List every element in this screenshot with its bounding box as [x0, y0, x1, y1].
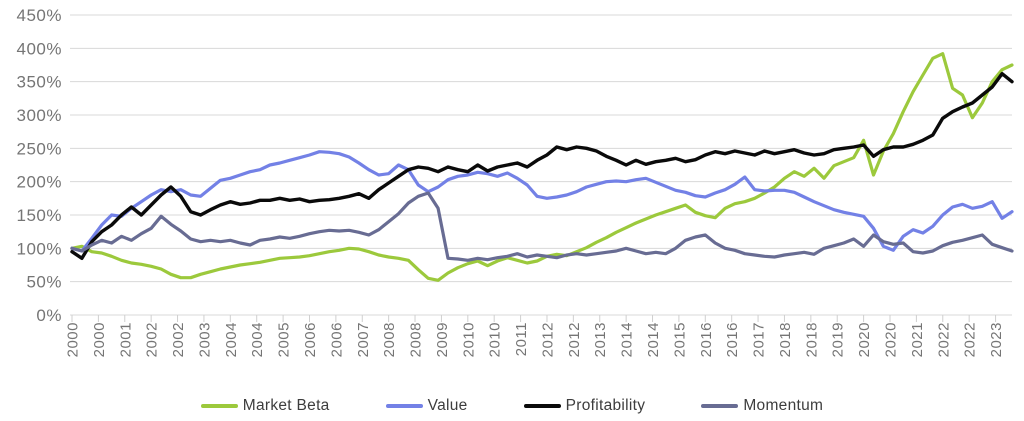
series-line-market-beta: [70, 52, 1014, 282]
legend-label-value: Value: [427, 397, 468, 414]
x-axis-tick-label: 2004: [249, 322, 266, 357]
x-axis-tick-label: 2007: [355, 322, 372, 357]
y-axis-tick-label: 250%: [17, 139, 62, 158]
x-axis-tick-label: 2010: [460, 322, 477, 357]
x-axis-tick-label: 2009: [434, 322, 451, 357]
x-axis-tick-label: 2018: [803, 322, 820, 357]
series-line-profitability: [70, 71, 1014, 260]
x-axis-tick-label: 2003: [196, 322, 213, 357]
x-axis-tick-label: 2002: [170, 322, 187, 357]
legend-label-market-beta: Market Beta: [242, 397, 330, 414]
x-axis-tick-label: 2016: [698, 322, 715, 357]
series-line-value: [70, 150, 1014, 253]
x-axis-tick-label: 2014: [619, 322, 636, 357]
momentum-line-swatch: [701, 403, 739, 409]
x-axis-tick-label: 2008: [408, 322, 425, 357]
y-axis-tick-label: 350%: [17, 73, 62, 92]
y-axis-tick-label: 0%: [36, 306, 62, 325]
y-axis-tick-label: 400%: [17, 39, 62, 58]
x-axis-tick-label: 2022: [962, 322, 979, 357]
x-axis-tick-label: 2001: [117, 322, 134, 357]
legend-item-momentum: Momentum: [701, 397, 823, 415]
y-axis-tick-label: 150%: [17, 206, 62, 225]
legend-item-value: Value: [385, 397, 468, 415]
x-axis-tick-label: 2020: [856, 322, 873, 357]
x-axis-tick-label: 2006: [302, 322, 319, 357]
x-axis-tick-label: 2018: [777, 322, 794, 357]
x-axis-tick-label: 2000: [65, 322, 82, 357]
series-line-momentum: [70, 191, 1014, 262]
x-axis-tick-label: 2016: [724, 322, 741, 357]
y-axis-tick-label: 200%: [17, 173, 62, 192]
value-line-swatch: [385, 403, 423, 409]
x-axis-tick-label: 2023: [988, 322, 1005, 357]
legend-label-profitability: Profitability: [565, 397, 646, 414]
profitability-line-swatch: [523, 403, 561, 409]
x-axis-tick-label: 2021: [909, 322, 926, 357]
x-axis-tick-label: 2004: [223, 322, 240, 357]
legend-item-profitability: Profitability: [523, 397, 646, 415]
x-axis-tick-label: 2010: [487, 322, 504, 357]
x-axis-tick-label: 2000: [91, 322, 108, 357]
x-axis-tick-label: 2002: [144, 322, 161, 357]
market-beta-line-swatch: [200, 403, 238, 409]
x-axis-tick-label: 2022: [935, 322, 952, 357]
x-axis-tick-label: 2005: [276, 322, 293, 357]
x-axis-tick-label: 2008: [381, 322, 398, 357]
x-axis-tick-label: 2015: [671, 322, 688, 357]
y-axis-tick-label: 50%: [26, 273, 62, 292]
x-axis-tick-label: 2011: [513, 322, 530, 356]
x-axis-tick-label: 2014: [645, 322, 662, 357]
legend-item-market-beta: Market Beta: [200, 397, 330, 415]
legend-label-momentum: Momentum: [743, 397, 824, 414]
chart-legend: Market Beta Value Profitability Momentum: [0, 392, 1024, 420]
y-axis-tick-label: 100%: [17, 239, 62, 258]
y-axis-tick-label: 450%: [17, 6, 62, 25]
x-axis-tick-label: 2017: [751, 322, 768, 357]
x-axis-tick-label: 2006: [328, 322, 345, 357]
x-axis-tick-label: 2012: [539, 322, 556, 357]
x-axis-tick-label: 2020: [883, 322, 900, 357]
x-axis-tick-label: 2012: [566, 322, 583, 357]
x-axis-tick-label: 2019: [830, 322, 847, 357]
x-axis-tick-label: 2013: [592, 322, 609, 357]
y-axis-tick-label: 300%: [17, 106, 62, 125]
